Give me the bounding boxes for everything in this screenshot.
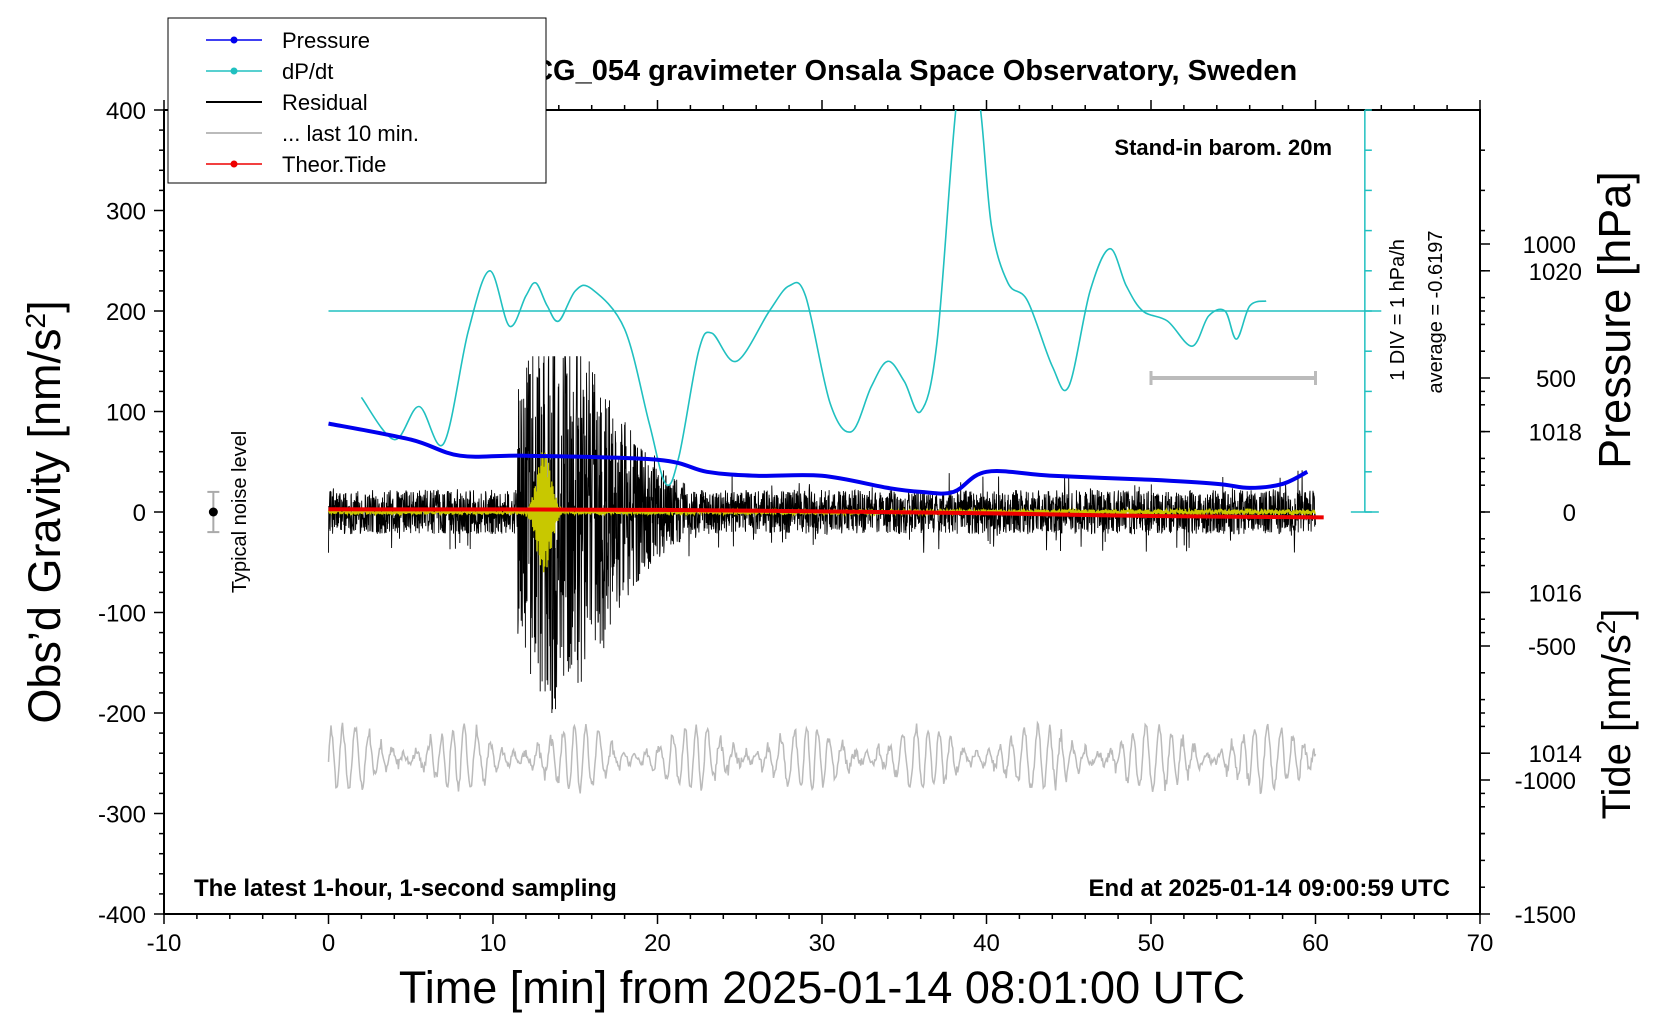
legend-marker-dpdt — [230, 67, 238, 75]
y-tide-tick-label: 1000 — [1523, 232, 1576, 259]
y-pressure-tick-label: 1020 — [1529, 259, 1582, 286]
y-tide-tick-label: 500 — [1536, 366, 1576, 393]
x-tick-label: 10 — [480, 930, 507, 957]
pressure-line — [328, 421, 1309, 496]
y-left-axis-title: Obs’d Gravity [nm/s2] — [19, 300, 70, 723]
y-pressure-axis-title: Pressure [hPa] — [1589, 171, 1640, 469]
y-left-tick-label: -400 — [98, 902, 146, 929]
x-tick-label: 50 — [1138, 930, 1165, 957]
axis-ticks: -10 0 10 20 30 40 50 60 704003002001000-100-200-… — [98, 98, 1582, 957]
y-pressure-tick-label: 1018 — [1529, 420, 1582, 447]
y-left-tick-label: 200 — [106, 299, 146, 326]
legend-box — [167, 17, 547, 184]
subtitle-left: The latest 1-hour, 1-second sampling — [194, 875, 617, 902]
y-left-tick-label: 0 — [133, 500, 146, 527]
legend-label-residual: Residual — [282, 90, 368, 115]
legend-label-tide: Theor.Tide — [282, 152, 386, 177]
legend-label-pressure: Pressure — [282, 28, 370, 53]
legend-marker-pressure — [230, 36, 238, 44]
x-tick-label: 40 — [973, 930, 1000, 957]
noise-level-dot — [208, 507, 218, 517]
station-note: Stand-in barom. 20m — [1114, 135, 1332, 160]
data-series — [207, 110, 1382, 795]
dpdt-average-label: average = -0.6197 — [1425, 231, 1447, 394]
y-tide-axis-title-sup: 2 — [1591, 620, 1621, 634]
y-left-tick-label: 300 — [106, 199, 146, 226]
y-tide-tick-label: -1000 — [1515, 768, 1576, 795]
y-left-tick-label: -300 — [98, 802, 146, 829]
x-axis-title: Time [min] from 2025-01-14 08:01:00 UTC — [399, 962, 1245, 1013]
legend-label-last10: ... last 10 min. — [282, 121, 419, 146]
y-left-tick-label: 100 — [106, 400, 146, 427]
y-pressure-tick-label: 1016 — [1529, 580, 1582, 607]
x-tick-label: 70 — [1467, 930, 1494, 957]
y-tide-tick-label: -500 — [1528, 634, 1576, 661]
residual-line — [328, 356, 1316, 714]
x-tick-label: 30 — [809, 930, 836, 957]
x-tick-label: 60 — [1302, 930, 1329, 957]
y-tide-tick-label: -1500 — [1515, 902, 1576, 929]
x-tick-label: 0 — [322, 930, 335, 957]
y-tide-axis-title: Tide [nm/s2] — [1591, 609, 1639, 820]
last-10-min-line — [327, 720, 1317, 795]
legend-marker-tide — [230, 160, 238, 168]
chart-title: SCG_054 gravimeter Onsala Space Observat… — [513, 55, 1297, 87]
x-tick-label: -10 — [147, 930, 182, 957]
y-left-axis-title-sup: 2 — [20, 313, 51, 329]
x-tick-label: 20 — [644, 930, 671, 957]
tide-line — [328, 507, 1324, 520]
noise-level-label: Typical noise level — [229, 431, 251, 593]
y-tide-tick-label: 0 — [1563, 500, 1576, 527]
legend: Pressure dP/dt Residual ... last 10 min.… — [167, 17, 547, 184]
subtitle-right: End at 2025-01-14 09:00:59 UTC — [1089, 875, 1451, 902]
legend-label-dpdt: dP/dt — [282, 59, 333, 84]
dpdt-scale-label: 1 DIV = 1 hPa/h — [1387, 239, 1409, 381]
y-left-tick-label: 400 — [106, 98, 146, 125]
y-left-tick-label: -200 — [98, 701, 146, 728]
dpdt-line — [360, 110, 1267, 487]
y-pressure-tick-label: 1014 — [1529, 741, 1582, 768]
y-left-tick-label: -100 — [98, 601, 146, 628]
